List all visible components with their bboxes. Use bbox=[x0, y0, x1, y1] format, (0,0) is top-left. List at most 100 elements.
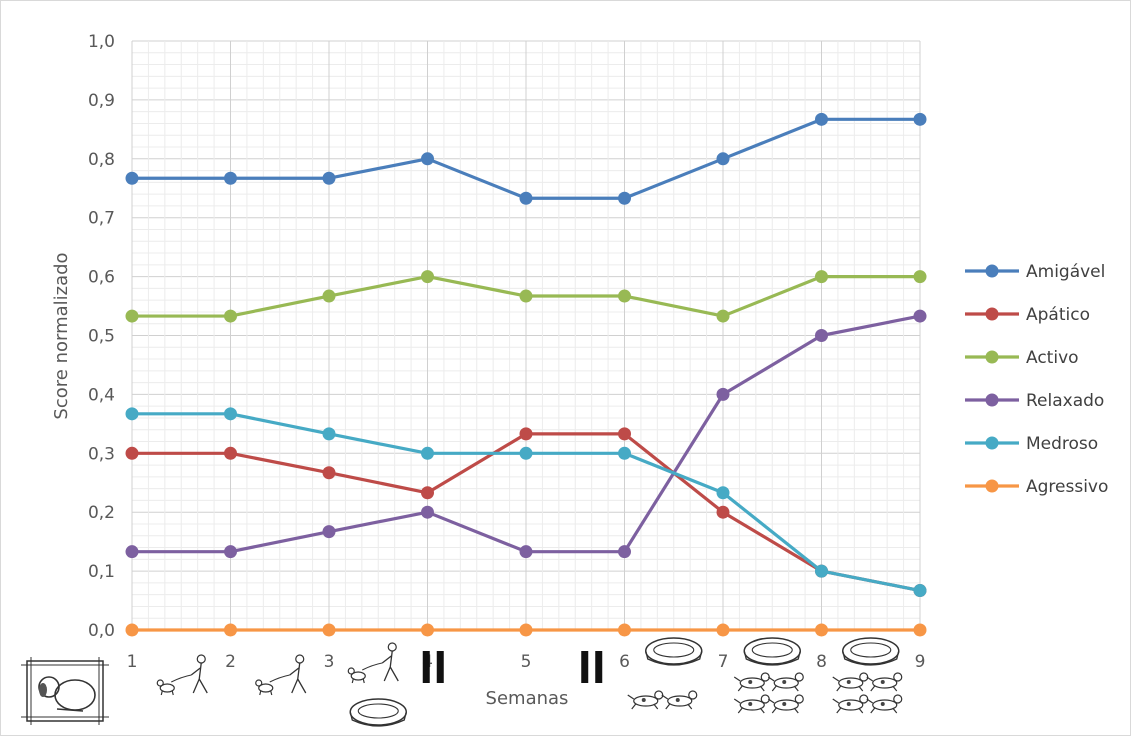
data-point bbox=[421, 486, 434, 500]
legend-item: Amigável bbox=[965, 262, 1105, 282]
legend: Amigável Apático Activo Relaxado Medroso Agre… bbox=[965, 262, 1108, 497]
data-point bbox=[125, 407, 139, 421]
dogs-playing-icon bbox=[832, 672, 903, 714]
legend-label: Amigável bbox=[1026, 262, 1105, 282]
data-point bbox=[618, 545, 631, 559]
data-point bbox=[716, 505, 730, 519]
legend-marker bbox=[985, 436, 999, 450]
series-Relaxado bbox=[125, 309, 927, 559]
x-tick-label: 9 bbox=[915, 652, 926, 672]
data-point bbox=[716, 486, 730, 500]
y-tick-label: 0,9 bbox=[88, 91, 115, 111]
data-point bbox=[618, 191, 631, 205]
y-axis-label: Score normalizado bbox=[51, 252, 72, 419]
legend-item: Activo bbox=[965, 348, 1079, 368]
x-tick-label: 3 bbox=[324, 652, 335, 672]
y-tick-label: 0,6 bbox=[88, 268, 115, 288]
legend-item: Apático bbox=[965, 305, 1090, 325]
x-tick-label: 5 bbox=[521, 652, 532, 672]
data-point bbox=[421, 152, 434, 166]
data-point bbox=[224, 309, 237, 323]
dogs-playing-icon bbox=[627, 690, 698, 710]
dog-walk-icon bbox=[255, 654, 307, 696]
series-Activo bbox=[125, 270, 927, 323]
data-point bbox=[125, 446, 139, 460]
dog-bed-icon bbox=[645, 637, 703, 666]
data-point bbox=[519, 446, 533, 460]
legend-label: Activo bbox=[1026, 348, 1079, 368]
data-point bbox=[618, 623, 631, 637]
data-point bbox=[815, 270, 828, 284]
data-point bbox=[716, 152, 730, 166]
y-tick-label: 0,0 bbox=[88, 621, 115, 641]
data-point bbox=[322, 171, 336, 185]
y-tick-label: 0,1 bbox=[88, 562, 115, 582]
x-axis-label: Semanas bbox=[486, 688, 569, 709]
data-point bbox=[815, 564, 828, 578]
data-point bbox=[815, 112, 828, 126]
data-point bbox=[716, 309, 730, 323]
data-point bbox=[125, 623, 139, 637]
dog-lying-icon bbox=[21, 657, 109, 725]
data-point bbox=[815, 329, 828, 342]
legend-label: Apático bbox=[1026, 305, 1090, 325]
y-tick-label: 0,3 bbox=[88, 444, 115, 464]
data-point bbox=[519, 545, 533, 559]
data-point bbox=[224, 446, 237, 460]
series-Agressivo bbox=[125, 623, 927, 637]
y-tick-label: 1,0 bbox=[88, 32, 115, 52]
dog-bed-icon bbox=[842, 637, 900, 666]
x-tick-label: 2 bbox=[225, 652, 236, 672]
legend-label: Relaxado bbox=[1026, 391, 1104, 411]
data-point bbox=[913, 309, 927, 323]
dog-bed-icon bbox=[349, 698, 407, 727]
y-tick-label: 0,7 bbox=[88, 209, 115, 229]
data-point bbox=[913, 584, 927, 598]
data-point bbox=[125, 545, 139, 559]
pause-icon bbox=[581, 651, 603, 683]
chart-grid bbox=[131, 40, 921, 631]
legend-marker bbox=[985, 479, 999, 493]
legend-item: Agressivo bbox=[965, 477, 1108, 497]
data-point bbox=[421, 270, 434, 284]
series-lines bbox=[125, 112, 927, 637]
data-point bbox=[322, 427, 336, 441]
data-point bbox=[618, 446, 631, 460]
y-tick-label: 0,8 bbox=[88, 150, 115, 170]
data-point bbox=[125, 309, 139, 323]
data-point bbox=[519, 191, 533, 205]
dog-bed-icon bbox=[743, 637, 801, 666]
data-point bbox=[224, 407, 237, 421]
y-tick-label: 0,5 bbox=[88, 327, 115, 347]
data-point bbox=[224, 171, 237, 185]
legend-item: Relaxado bbox=[965, 391, 1104, 411]
legend-item: Medroso bbox=[965, 434, 1098, 454]
data-point bbox=[322, 289, 336, 303]
x-tick-label: 7 bbox=[718, 652, 729, 672]
series-Amigável bbox=[125, 112, 927, 205]
y-axis-ticks: 0,0 0,1 0,2 0,3 0,4 0,5 0,6 0,7 0,8 0,9 1,0 bbox=[88, 32, 115, 641]
x-axis-ticks: 123456789 bbox=[127, 652, 926, 672]
data-point bbox=[421, 505, 434, 519]
legend-marker bbox=[985, 307, 999, 321]
data-point bbox=[913, 270, 927, 284]
legend-label: Medroso bbox=[1026, 434, 1098, 454]
dog-walk-icon bbox=[156, 654, 208, 696]
dogs-playing-icon bbox=[733, 672, 804, 714]
data-point bbox=[421, 623, 434, 637]
data-point bbox=[716, 387, 730, 401]
data-point bbox=[815, 623, 828, 637]
data-point bbox=[913, 623, 927, 637]
series-Medroso bbox=[125, 407, 927, 598]
dog-walk-icon bbox=[347, 642, 399, 684]
data-point bbox=[224, 545, 237, 559]
data-point bbox=[519, 427, 533, 441]
data-point bbox=[519, 623, 533, 637]
data-point bbox=[224, 623, 237, 637]
y-tick-label: 0,2 bbox=[88, 503, 115, 523]
data-point bbox=[913, 112, 927, 126]
legend-label: Agressivo bbox=[1026, 477, 1108, 497]
data-point bbox=[322, 623, 336, 637]
